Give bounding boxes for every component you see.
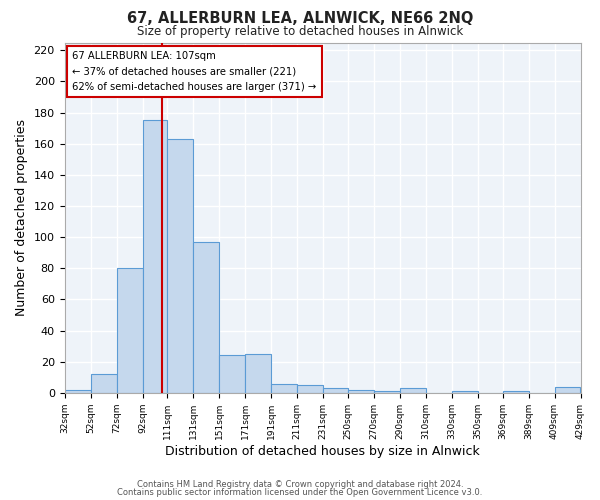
Bar [116,268,143,393]
Bar [400,388,426,393]
Text: Size of property relative to detached houses in Alnwick: Size of property relative to detached ho… [137,24,463,38]
Bar [323,388,348,393]
Bar [271,384,297,393]
Bar [193,242,219,393]
Bar [65,390,91,393]
Text: Contains public sector information licensed under the Open Government Licence v3: Contains public sector information licen… [118,488,482,497]
Bar [554,386,580,393]
Bar [219,356,245,393]
Bar [167,139,193,393]
Bar [297,385,323,393]
Bar [452,392,478,393]
Bar [245,354,271,393]
Bar [143,120,167,393]
Bar [374,392,400,393]
Text: 67 ALLERBURN LEA: 107sqm
← 37% of detached houses are smaller (221)
62% of semi-: 67 ALLERBURN LEA: 107sqm ← 37% of detach… [72,52,317,92]
Y-axis label: Number of detached properties: Number of detached properties [15,119,28,316]
Bar [503,392,529,393]
Text: Contains HM Land Registry data © Crown copyright and database right 2024.: Contains HM Land Registry data © Crown c… [137,480,463,489]
Bar [348,390,374,393]
Text: 67, ALLERBURN LEA, ALNWICK, NE66 2NQ: 67, ALLERBURN LEA, ALNWICK, NE66 2NQ [127,11,473,26]
Bar [91,374,116,393]
X-axis label: Distribution of detached houses by size in Alnwick: Distribution of detached houses by size … [165,444,480,458]
